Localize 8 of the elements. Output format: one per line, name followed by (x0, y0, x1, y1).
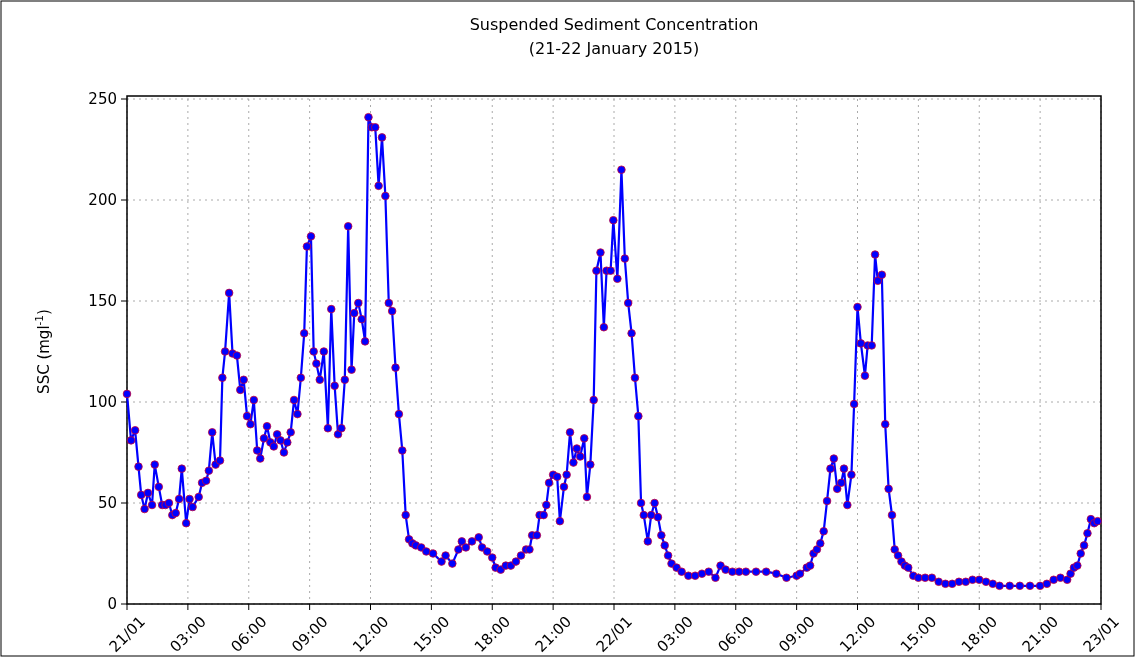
chart-title: Suspended Sediment Concentration (469, 15, 759, 34)
y-tick-label: 0 (107, 595, 117, 614)
y-tick-label: 100 (88, 393, 117, 412)
chart-subtitle: (21-22 January 2015) (528, 39, 700, 58)
y-tick-label: 200 (88, 191, 117, 210)
y-tick-label: 150 (88, 292, 117, 311)
y-tick-label: 250 (88, 90, 117, 109)
y-tick-label: 50 (97, 494, 117, 513)
